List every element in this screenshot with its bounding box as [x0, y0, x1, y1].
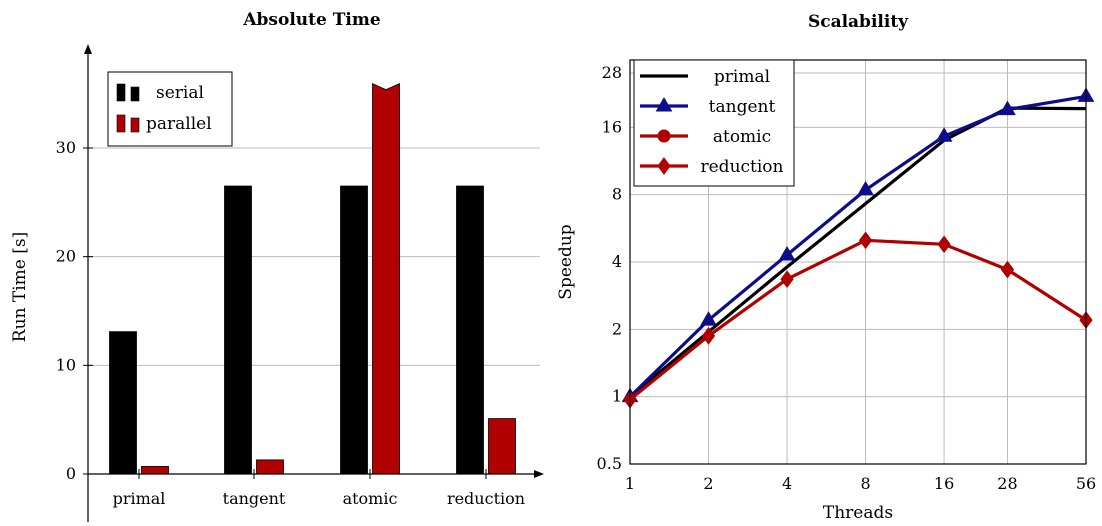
bar-x-tick-label: atomic	[343, 489, 398, 508]
line-y-tick-label: 2	[612, 319, 622, 338]
bar-legend-label: serial	[156, 83, 204, 103]
bar-x-axis-arrow	[534, 470, 544, 478]
line-y-tick-label: 4	[612, 252, 622, 271]
bar-series	[109, 83, 516, 475]
line-legend-label: atomic	[713, 127, 771, 147]
bar-y-tick-label: 10	[56, 355, 76, 374]
line-legend-label: reduction	[701, 157, 784, 177]
bar-y-axis-label: Run Time [s]	[10, 232, 30, 342]
line-legend-label: primal	[714, 67, 770, 87]
bar-legend-swatch	[130, 117, 140, 133]
line-point-reduction	[937, 235, 951, 254]
bar-chart-title: Absolute Time	[242, 10, 380, 30]
line-point-reduction	[701, 327, 716, 345]
bar-parallel-atomic	[372, 83, 400, 475]
bar-x-tick-label: reduction	[447, 489, 525, 508]
line-x-tick-label: 1	[625, 474, 635, 493]
bar-x-tick-label: primal	[113, 489, 166, 508]
line-y-tick-label: 28	[602, 63, 622, 82]
bar-y-tick-label: 20	[56, 247, 76, 266]
line-chart-title: Scalability	[808, 12, 909, 32]
line-legend: primal tangent atomic reduction	[633, 59, 795, 187]
line-point-tangent	[857, 180, 874, 196]
line-y-tick-label: 1	[612, 387, 622, 406]
bar-x-tick-label: tangent	[223, 489, 286, 508]
line-x-tick-label: 4	[782, 474, 792, 493]
line-point-reduction	[780, 270, 794, 289]
line-point-tangent	[700, 311, 717, 326]
bar-legend-swatch	[130, 86, 140, 102]
bar-legend-label: parallel	[146, 114, 212, 134]
line-series	[621, 87, 1095, 409]
line-y-tick-label: 8	[612, 185, 622, 204]
line-x-tick-label: 16	[934, 474, 954, 493]
bar-chart: Absolute Time 0 10 20 30 primal tangent atomi…	[10, 10, 544, 522]
line-x-tick-label: 28	[997, 474, 1017, 493]
bar-serial-primal	[109, 331, 137, 475]
line-x-tick-label: 2	[703, 474, 713, 493]
line-y-axis-label: Speedup	[556, 224, 576, 299]
bar-legend-swatch	[116, 114, 126, 133]
line-legend-marker	[657, 157, 671, 175]
line-y-tick-label: 0.5	[597, 454, 622, 473]
line-x-ticks: 1 2 4 8 16 28 56	[625, 474, 1096, 493]
line-x-tick-label: 56	[1076, 474, 1096, 493]
line-point-tangent	[778, 245, 796, 261]
line-legend-marker	[655, 96, 673, 112]
line-x-axis-label: Threads	[823, 503, 893, 523]
bar-x-ticks: primal tangent atomic reduction	[113, 489, 525, 508]
bar-legend: serial parallel	[107, 71, 233, 147]
bar-legend-swatch	[116, 83, 126, 102]
bar-y-tick-label: 30	[56, 138, 76, 157]
bar-y-tick-label: 0	[66, 464, 76, 483]
line-x-tick-label: 8	[860, 474, 870, 493]
bar-parallel-primal	[141, 465, 169, 475]
line-point-tangent	[999, 100, 1016, 116]
bar-parallel-tangent	[256, 459, 284, 475]
line-y-ticks: 0.5 1 2 4 8 16 28	[597, 63, 622, 473]
bar-serial-tangent	[224, 185, 252, 475]
line-point-reduction	[1000, 260, 1015, 279]
line-legend-marker	[657, 129, 671, 143]
line-y-tick-label: 16	[602, 117, 622, 136]
bar-serial-atomic	[340, 185, 368, 475]
line-reduction	[628, 238, 1087, 401]
line-legend-label: tangent	[709, 97, 776, 117]
bar-parallel-reduction	[488, 418, 516, 475]
bar-y-axis-arrow	[84, 44, 92, 54]
line-point-reduction	[858, 231, 873, 250]
bar-axes	[83, 44, 544, 522]
line-point-tangent	[935, 127, 953, 142]
bar-serial-reduction	[456, 185, 484, 475]
bar-y-ticks: 0 10 20 30	[56, 138, 76, 483]
line-plot-frame	[629, 59, 1087, 465]
